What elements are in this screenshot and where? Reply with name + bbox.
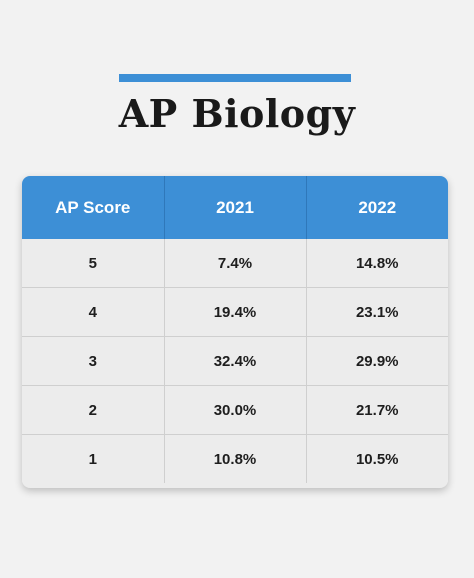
percent-2022-cell: 14.8% bbox=[305, 239, 448, 288]
score-cell: 1 bbox=[22, 434, 164, 483]
percent-2022-cell: 21.7% bbox=[305, 385, 448, 435]
table-row: 4 19.4% 23.1% bbox=[22, 287, 448, 337]
column-header-2021: 2021 bbox=[163, 176, 306, 239]
score-cell: 2 bbox=[22, 385, 164, 435]
score-cell: 3 bbox=[22, 336, 164, 386]
percent-2022-cell: 23.1% bbox=[305, 287, 448, 337]
table-row: 5 7.4% 14.8% bbox=[22, 239, 448, 288]
percent-2021-cell: 7.4% bbox=[163, 239, 306, 288]
page-title: AP Biology bbox=[118, 91, 356, 136]
percent-2022-cell: 29.9% bbox=[305, 336, 448, 386]
percent-2021-cell: 32.4% bbox=[163, 336, 306, 386]
score-distribution-table: AP Score 2021 2022 5 7.4% 14.8% 4 19.4% … bbox=[22, 176, 448, 483]
column-header-ap-score: AP Score bbox=[22, 176, 164, 239]
table-row: 1 10.8% 10.5% bbox=[22, 434, 448, 483]
table-row: 3 32.4% 29.9% bbox=[22, 336, 448, 386]
table-header-row: AP Score 2021 2022 bbox=[22, 176, 448, 239]
title-accent-bar bbox=[119, 74, 351, 82]
score-cell: 4 bbox=[22, 287, 164, 337]
percent-2021-cell: 19.4% bbox=[163, 287, 306, 337]
table-row: 2 30.0% 21.7% bbox=[22, 385, 448, 435]
score-distribution-table-container: AP Score 2021 2022 5 7.4% 14.8% 4 19.4% … bbox=[22, 176, 448, 488]
percent-2022-cell: 10.5% bbox=[305, 434, 448, 483]
percent-2021-cell: 30.0% bbox=[163, 385, 306, 435]
percent-2021-cell: 10.8% bbox=[163, 434, 306, 483]
column-header-2022: 2022 bbox=[305, 176, 448, 239]
score-cell: 5 bbox=[22, 239, 164, 288]
